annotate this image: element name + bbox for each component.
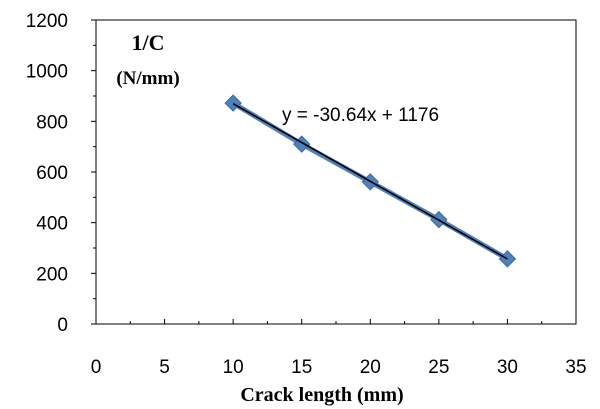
x-tick-label: 0 [91, 357, 102, 378]
y-axis-label-line1: 1/C [132, 30, 165, 55]
y-tick-label: 0 [57, 315, 68, 336]
x-tick-label: 5 [159, 357, 170, 378]
y-tick-label: 200 [36, 264, 68, 285]
y-tick-label: 400 [36, 214, 68, 235]
y-axis-label-line2: (N/mm) [116, 68, 179, 89]
x-tick-label: 30 [497, 357, 518, 378]
x-axis: 0 5 10 15 20 25 30 35 [91, 319, 587, 378]
x-tick-label: 15 [291, 357, 312, 378]
y-tick-label: 600 [36, 163, 68, 184]
x-tick-label: 35 [565, 357, 586, 378]
plot-area-frame [95, 19, 577, 325]
data-point-marker [224, 94, 242, 112]
trendline [232, 103, 508, 260]
x-tick-label: 10 [223, 357, 244, 378]
x-tick-label: 20 [360, 357, 381, 378]
x-axis-label: Crack length (mm) [240, 384, 403, 406]
y-axis: 0 200 400 600 800 1000 1200 [26, 11, 96, 336]
y-tick-label: 1000 [26, 62, 68, 83]
y-tick-label: 800 [36, 112, 68, 133]
y-tick-label: 1200 [26, 11, 68, 32]
trendline-group [232, 103, 508, 260]
x-tick-label: 25 [428, 357, 449, 378]
trendline-equation: y = -30.64x + 1176 [282, 105, 439, 126]
